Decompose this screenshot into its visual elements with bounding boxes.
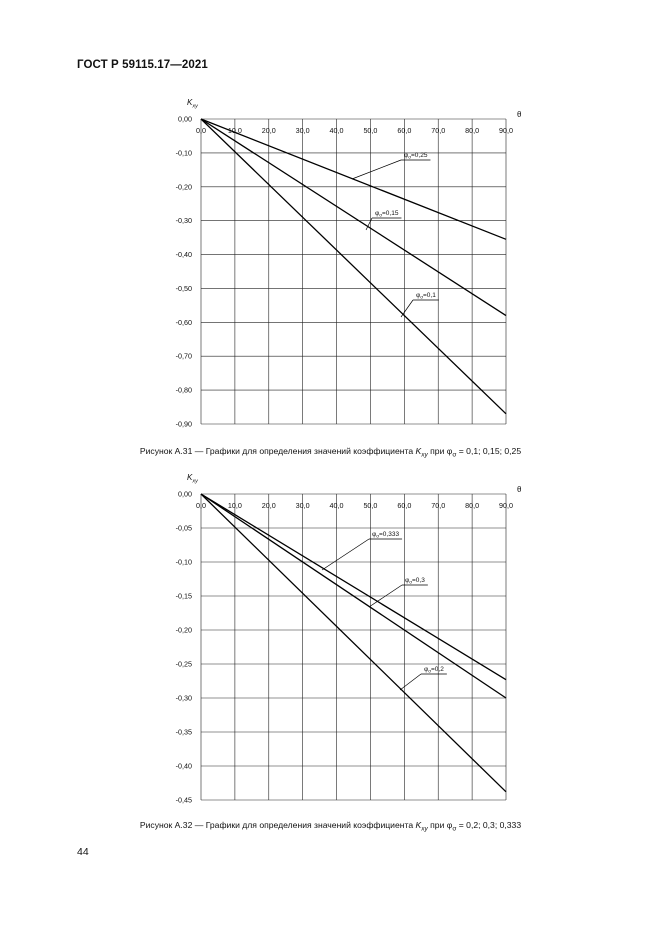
caption-values: = 0,1; 0,15; 0,25 (456, 446, 522, 456)
x-tick-label: 30,0 (296, 501, 310, 510)
series-line (200, 493, 507, 681)
series-line (200, 118, 507, 317)
caption-figure-a32: Рисунок А.32 — Графики для определения з… (0, 820, 661, 833)
y-tick-label: -0,35 (176, 728, 192, 737)
caption-values: = 0,2; 0,3; 0,333 (456, 820, 522, 830)
y-tick-label: -0,70 (176, 352, 192, 361)
series-label-leader (368, 584, 403, 608)
caption-k-symbol: K (415, 446, 422, 456)
x-tick-label: 80,0 (465, 126, 479, 135)
x-tick-label: 90,0 (499, 501, 513, 510)
chart-figure-a31: 0,0 10,0 20,0 30,0 40,0 50,0 60,0 70,0 80,0 90,0 0… (176, 98, 522, 429)
y-tick-label: -0,90 (176, 420, 192, 429)
x-tick-label: 0,0 (196, 126, 206, 135)
y-tick-label: -0,30 (176, 216, 192, 225)
caption-mid: при (427, 446, 447, 456)
y-tick-label: -0,60 (176, 318, 192, 327)
series-label: φσ=0,1 (416, 292, 436, 300)
x-tick-label: 60,0 (397, 126, 411, 135)
series-label: φσ=0,2 (424, 666, 444, 674)
x-tick-label: 10,0 (228, 126, 242, 135)
x-tick-label: 20,0 (262, 126, 276, 135)
y-tick-label: 0,00 (178, 490, 192, 499)
caption-k-subscript: xy (421, 451, 428, 459)
y-tick-label: -0,10 (176, 148, 192, 157)
caption-prefix: Рисунок А.31 — Графики для определения з… (139, 446, 416, 456)
document-header: ГОСТ Р 59115.17—2021 (77, 59, 208, 71)
series-line (200, 493, 507, 793)
x-tick-label: 50,0 (363, 126, 377, 135)
x-tick-label: 90,0 (499, 126, 513, 135)
page-number: 44 (77, 846, 89, 858)
series-label: φσ=0,3 (405, 577, 425, 585)
x-tick-label: 20,0 (262, 501, 276, 510)
chart-figure-a32: 0,0 10,0 20,0 30,0 40,0 50,0 60,0 70,0 80,0 90,0 0… (176, 473, 522, 805)
x-axis-label: θ (517, 110, 522, 119)
caption-k-subscript: xy (421, 825, 428, 833)
series-label: φσ=0,15 (375, 210, 399, 218)
x-axis-label: θ (517, 485, 522, 494)
x-tick-label: 30,0 (296, 126, 310, 135)
caption-phi-symbol: φ (446, 446, 453, 456)
caption-prefix: Рисунок А.32 — Графики для определения з… (139, 820, 416, 830)
y-tick-label: -0,45 (176, 796, 192, 805)
y-tick-label: -0,05 (176, 524, 192, 533)
series-label-leader (399, 673, 422, 691)
x-tick-label: 70,0 (431, 501, 445, 510)
y-tick-label: -0,25 (176, 660, 192, 669)
caption-phi-subscript: σ (452, 825, 457, 833)
y-tick-label: -0,40 (176, 250, 192, 259)
series-label-leader (351, 159, 402, 180)
x-tick-label: 0,0 (196, 501, 206, 510)
series-line (200, 118, 507, 415)
y-tick-label: -0,50 (176, 284, 192, 293)
y-tick-label: -0,40 (176, 762, 192, 771)
caption-figure-a31: Рисунок А.31 — Графики для определения з… (0, 446, 661, 459)
caption-k-symbol: K (415, 820, 422, 830)
y-axis-label: Kxy (187, 473, 199, 485)
caption-phi-symbol: φ (446, 820, 453, 830)
caption-phi-subscript: σ (452, 451, 457, 459)
x-tick-label: 50,0 (363, 501, 377, 510)
y-tick-label: -0,30 (176, 694, 192, 703)
y-tick-label: -0,15 (176, 592, 192, 601)
x-tick-label: 80,0 (465, 501, 479, 510)
x-tick-label: 70,0 (431, 126, 445, 135)
x-tick-label: 40,0 (330, 126, 344, 135)
series-label-leader (400, 299, 414, 318)
y-axis-label: Kxy (187, 98, 199, 110)
x-tick-label: 40,0 (330, 501, 344, 510)
x-tick-label: 10,0 (228, 501, 242, 510)
series-line (200, 118, 507, 240)
y-tick-label: -0,10 (176, 558, 192, 567)
x-tick-label: 60,0 (397, 501, 411, 510)
series-label-leader (365, 217, 373, 231)
caption-mid: при (427, 820, 447, 830)
y-tick-label: 0,00 (178, 115, 192, 124)
series-label-leader (321, 538, 370, 571)
y-tick-label: -0,80 (176, 386, 192, 395)
series-label: φσ=0,333 (372, 531, 399, 539)
series-line (200, 493, 507, 699)
y-tick-label: -0,20 (176, 182, 192, 191)
series-label: φσ=0,25 (404, 152, 428, 160)
y-tick-label: -0,20 (176, 626, 192, 635)
